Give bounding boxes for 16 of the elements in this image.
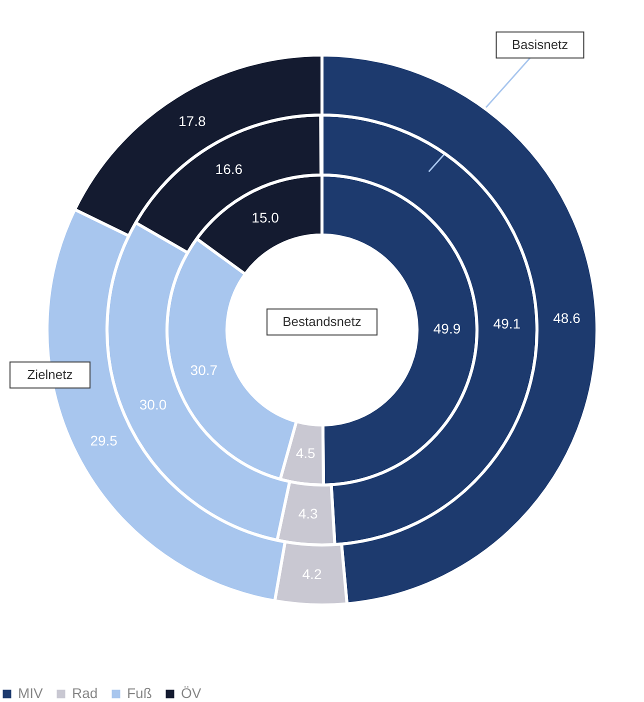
legend-label: MIV (18, 685, 44, 701)
data-label: 17.8 (178, 113, 206, 130)
legend-label: ÖV (181, 685, 202, 701)
data-label: 49.1 (493, 315, 521, 332)
data-label: 30.7 (190, 362, 218, 378)
data-label: 15.0 (252, 210, 280, 226)
data-label: 29.5 (90, 432, 118, 448)
legend-label: Rad (72, 685, 98, 701)
data-label: 48.6 (553, 310, 581, 326)
slice-label: Zielnetz (27, 367, 73, 382)
data-label: 49.9 (433, 320, 461, 336)
slice-label: Bestandsnetz (282, 314, 362, 329)
legend-label: Fuß (127, 685, 152, 701)
data-label: 30.0 (139, 396, 167, 412)
slice-label: Basisnetz (512, 37, 568, 52)
data-label: 16.6 (215, 161, 243, 178)
